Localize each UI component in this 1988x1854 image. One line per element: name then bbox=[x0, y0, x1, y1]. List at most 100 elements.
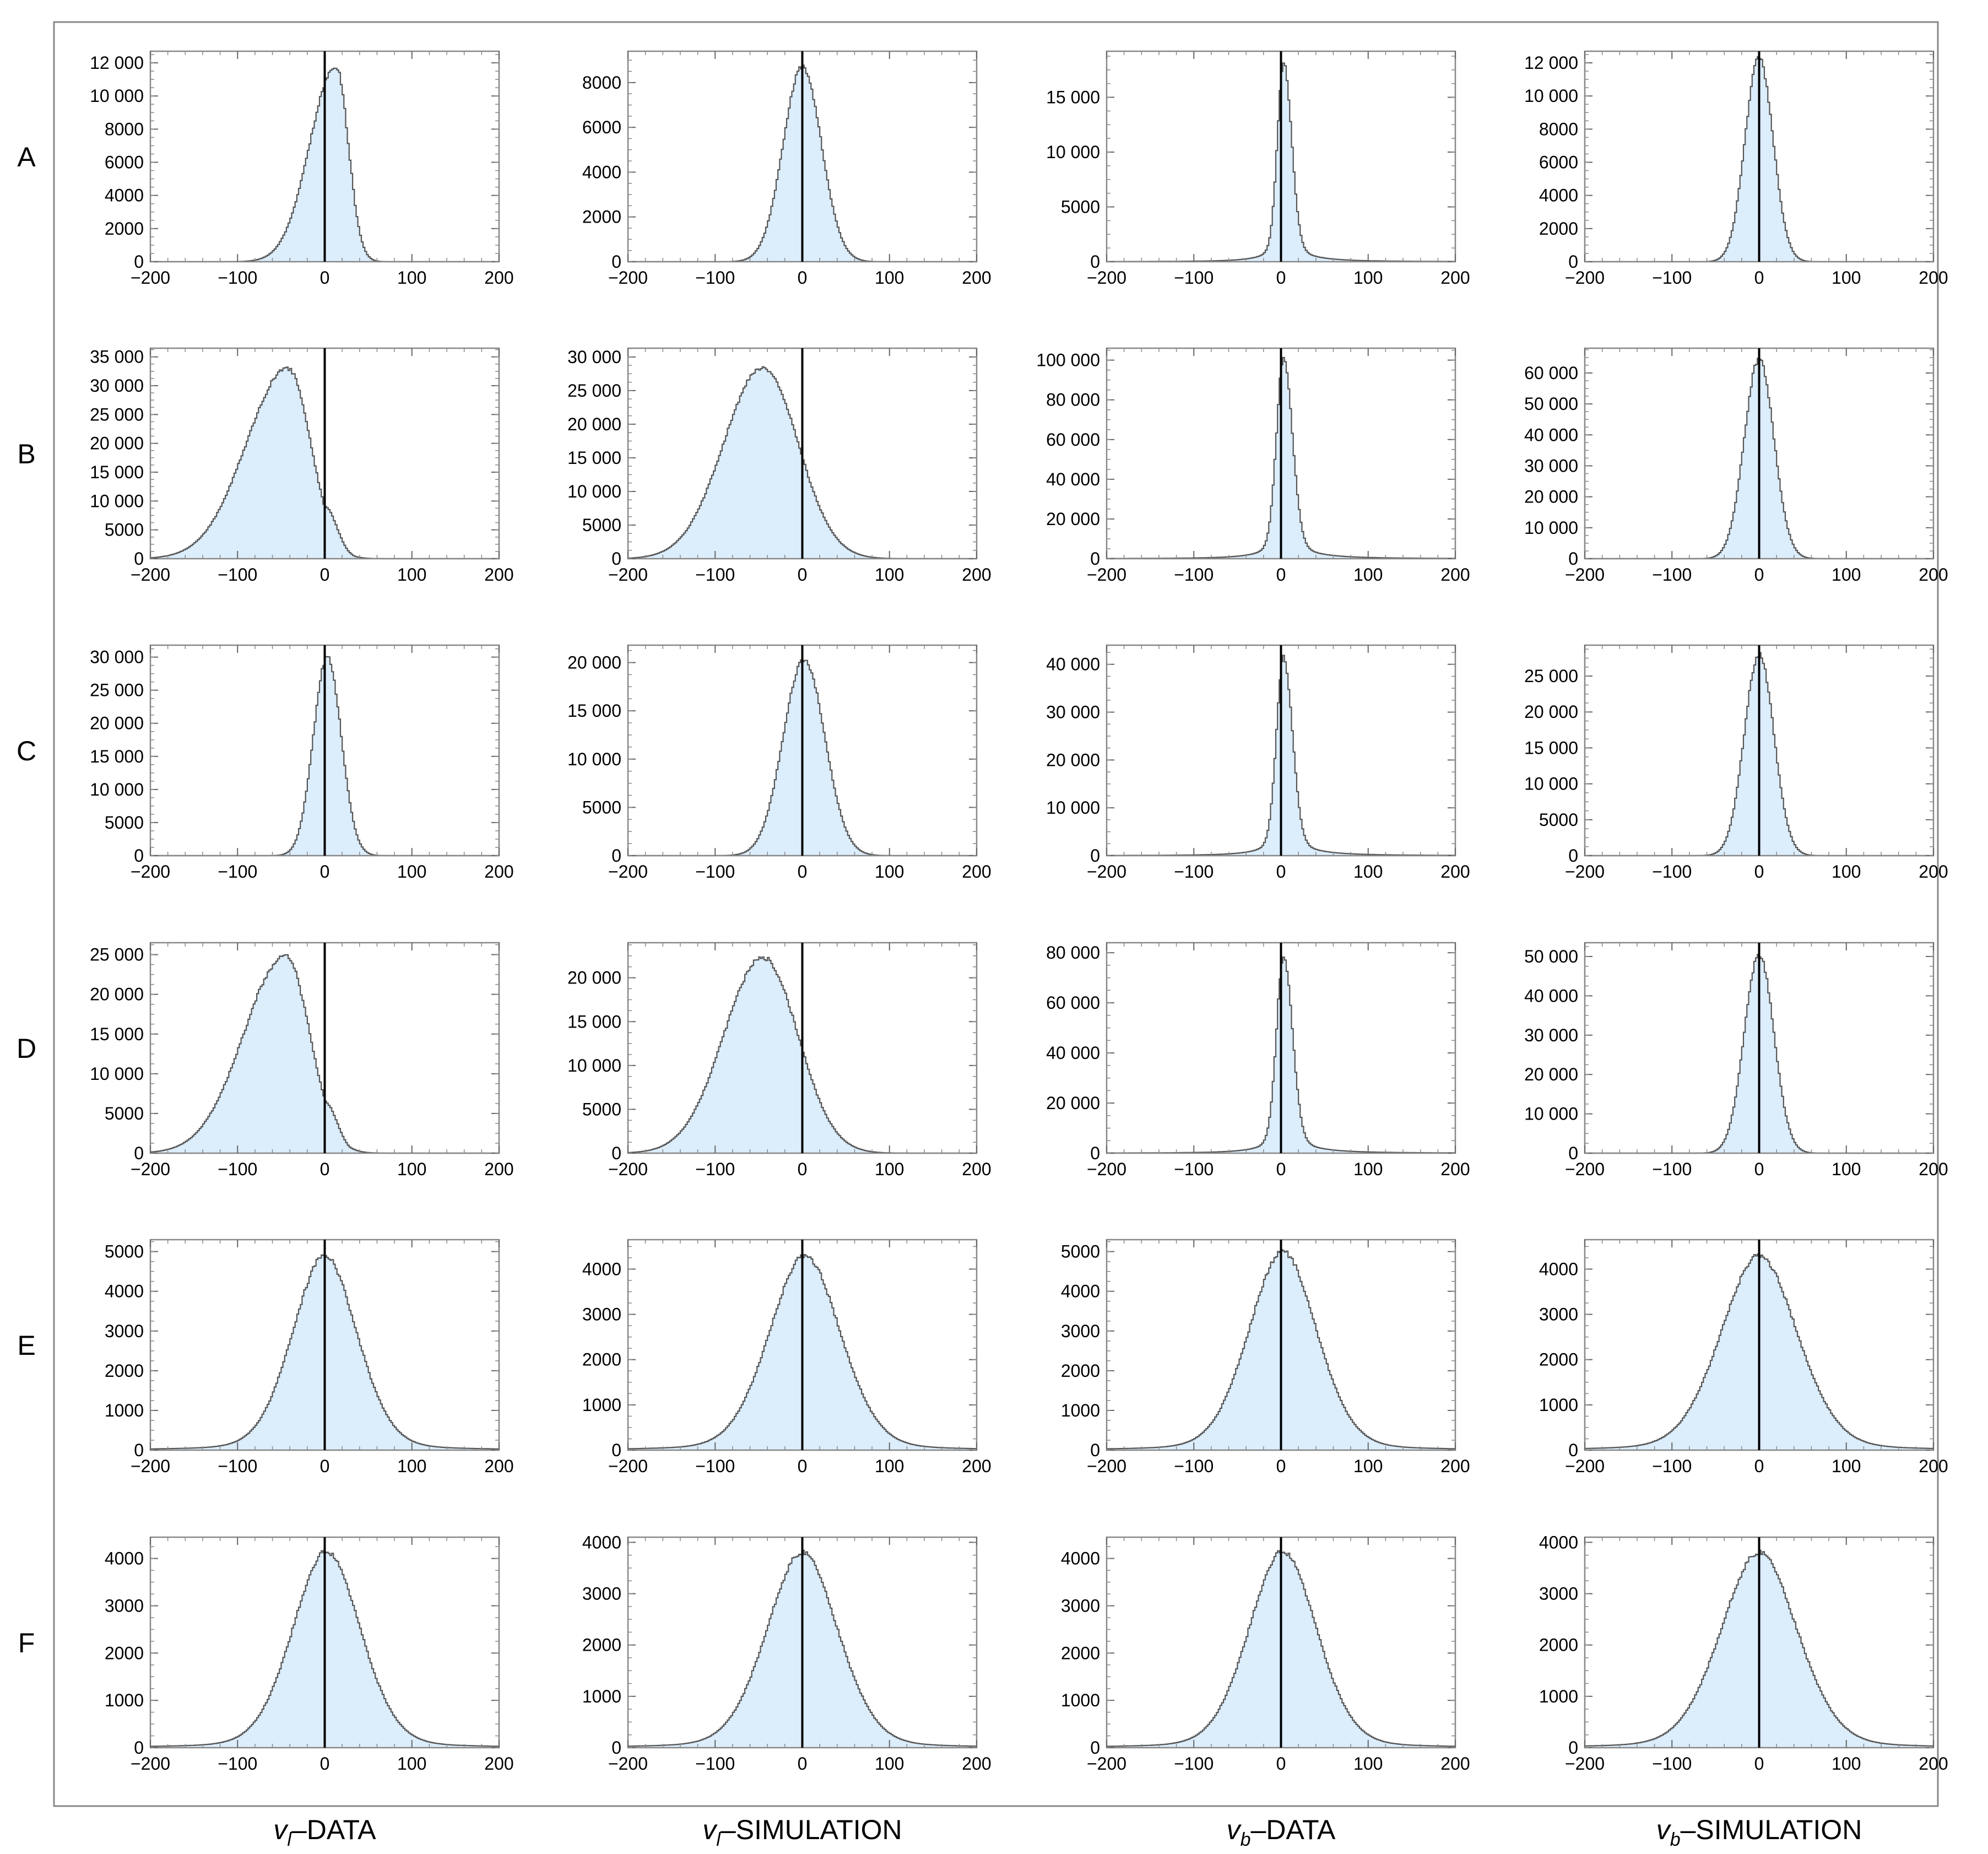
x-tick-label: −100 bbox=[1174, 268, 1214, 288]
x-tick-label: 100 bbox=[1353, 862, 1383, 882]
y-tick-label: 4000 bbox=[1539, 1259, 1578, 1279]
y-tick-label: 2000 bbox=[105, 1361, 144, 1381]
x-tick-label: −200 bbox=[1565, 268, 1605, 288]
y-tick-label: 0 bbox=[134, 1738, 144, 1758]
x-tick-label: −100 bbox=[1174, 1754, 1214, 1774]
x-tick-label: 0 bbox=[1276, 1754, 1286, 1774]
x-tick-label: 200 bbox=[1440, 1754, 1470, 1774]
y-tick-label: 5000 bbox=[105, 1104, 144, 1123]
y-tick-label: 0 bbox=[1090, 549, 1100, 569]
y-tick-label: 30 000 bbox=[567, 347, 621, 367]
y-tick-label: 30 000 bbox=[1524, 1025, 1578, 1045]
x-tick-label: −100 bbox=[1652, 1456, 1692, 1476]
x-tick-label: −100 bbox=[1652, 268, 1692, 288]
x-tick-label: 200 bbox=[1919, 1159, 1948, 1179]
x-tick-label: 100 bbox=[1353, 1754, 1383, 1774]
x-tick-label: 200 bbox=[962, 1159, 991, 1179]
y-tick-label: 25 000 bbox=[90, 945, 144, 965]
y-tick-label: 5000 bbox=[582, 1099, 621, 1119]
x-tick-label: −100 bbox=[1174, 862, 1214, 882]
y-tick-label: 1000 bbox=[105, 1401, 144, 1420]
x-tick-label: 100 bbox=[1353, 268, 1383, 288]
y-tick-label: 12 000 bbox=[1524, 53, 1578, 73]
y-tick-label: 4000 bbox=[1539, 186, 1578, 206]
x-tick-label: 100 bbox=[397, 862, 426, 882]
x-tick-label: −200 bbox=[608, 862, 648, 882]
y-tick-label: 10 000 bbox=[90, 1064, 144, 1084]
y-tick-label: 2000 bbox=[582, 1350, 621, 1370]
x-tick-label: −100 bbox=[1174, 1456, 1214, 1476]
x-tick-label: 200 bbox=[962, 268, 991, 288]
y-tick-label: 3000 bbox=[1061, 1321, 1100, 1341]
y-tick-label: 10 000 bbox=[1046, 142, 1100, 162]
column-labels: vl–DATA vl–SIMULATION vb–DATA vb–SIMULATION bbox=[273, 1814, 1862, 1850]
y-tick-label: 3000 bbox=[1061, 1596, 1100, 1615]
y-tick-label: 5000 bbox=[582, 797, 621, 817]
y-tick-label: 15 000 bbox=[90, 747, 144, 766]
x-tick-label: −100 bbox=[218, 1456, 257, 1476]
x-tick-label: −100 bbox=[695, 1159, 735, 1179]
histogram-fill bbox=[150, 955, 499, 1153]
y-tick-label: 2000 bbox=[1539, 1635, 1578, 1655]
x-tick-label: −200 bbox=[608, 1456, 648, 1476]
y-tick-label: 4000 bbox=[105, 186, 144, 206]
y-tick-label: 10 000 bbox=[1524, 86, 1578, 106]
y-tick-label: 20 000 bbox=[567, 968, 621, 988]
x-tick-label: −100 bbox=[1652, 565, 1692, 585]
y-tick-label: 20 000 bbox=[90, 985, 144, 1004]
panel-C-vb-SIMULATION: −200 −100 0 100 200 0 5000 10 000 15 000 20 000 25… bbox=[1524, 644, 1948, 882]
x-tick-label: 100 bbox=[1832, 1754, 1861, 1774]
y-tick-label: 1000 bbox=[1061, 1690, 1100, 1710]
y-tick-label: 4000 bbox=[582, 1259, 621, 1279]
y-tick-label: 20 000 bbox=[1524, 702, 1578, 722]
x-tick-label: 100 bbox=[875, 862, 904, 882]
y-tick-label: 20 000 bbox=[1046, 750, 1100, 770]
x-tick-label: 0 bbox=[798, 862, 808, 882]
y-tick-label: 0 bbox=[1568, 252, 1578, 272]
x-tick-label: −200 bbox=[1565, 565, 1605, 585]
panel-B-vb-DATA: −200 −100 0 100 200 0 20 000 40 000 60 000 80 000… bbox=[1036, 347, 1470, 585]
y-tick-label: 3000 bbox=[105, 1321, 144, 1341]
x-tick-label: 0 bbox=[320, 862, 330, 882]
y-tick-label: 10 000 bbox=[90, 491, 144, 511]
y-tick-label: 0 bbox=[134, 1143, 144, 1163]
y-tick-label: 0 bbox=[1090, 846, 1100, 866]
y-tick-label: 8000 bbox=[582, 73, 621, 93]
x-tick-label: −200 bbox=[1087, 1456, 1126, 1476]
x-tick-label: −200 bbox=[1087, 268, 1126, 288]
y-tick-label: 10 000 bbox=[567, 482, 621, 501]
y-tick-label: 40 000 bbox=[1046, 1043, 1100, 1063]
y-tick-label: 5000 bbox=[105, 813, 144, 833]
x-tick-label: −200 bbox=[1087, 1159, 1126, 1179]
y-tick-label: 0 bbox=[611, 1440, 621, 1460]
panel-B-vb-SIMULATION: −200 −100 0 100 200 0 10 000 20 000 30 000 40 000… bbox=[1524, 347, 1948, 585]
y-tick-label: 40 000 bbox=[1046, 655, 1100, 674]
row-label-F: F bbox=[18, 1628, 35, 1658]
x-tick-label: −100 bbox=[218, 1754, 257, 1774]
y-tick-label: 10 000 bbox=[90, 780, 144, 799]
x-tick-label: −200 bbox=[608, 268, 648, 288]
x-tick-label: 0 bbox=[1276, 565, 1286, 585]
row-label-B: B bbox=[17, 439, 35, 469]
x-tick-label: −200 bbox=[1565, 862, 1605, 882]
y-tick-label: 0 bbox=[611, 252, 621, 272]
x-tick-label: −100 bbox=[695, 565, 735, 585]
y-tick-label: 3000 bbox=[582, 1583, 621, 1603]
histogram-fill bbox=[150, 367, 499, 559]
x-tick-label: 0 bbox=[1754, 862, 1764, 882]
x-tick-label: 0 bbox=[320, 268, 330, 288]
y-tick-label: 2000 bbox=[582, 1635, 621, 1655]
x-tick-label: 200 bbox=[1919, 1456, 1948, 1476]
x-tick-label: 200 bbox=[484, 565, 513, 585]
x-tick-label: 200 bbox=[1919, 565, 1948, 585]
x-tick-label: −200 bbox=[131, 862, 170, 882]
x-tick-label: 0 bbox=[798, 565, 808, 585]
x-tick-label: 200 bbox=[1440, 565, 1470, 585]
y-tick-label: 6000 bbox=[105, 153, 144, 172]
panel-B-vl-DATA: −200 −100 0 100 200 0 5000 10 000 15 000 20 000 25… bbox=[90, 347, 514, 585]
